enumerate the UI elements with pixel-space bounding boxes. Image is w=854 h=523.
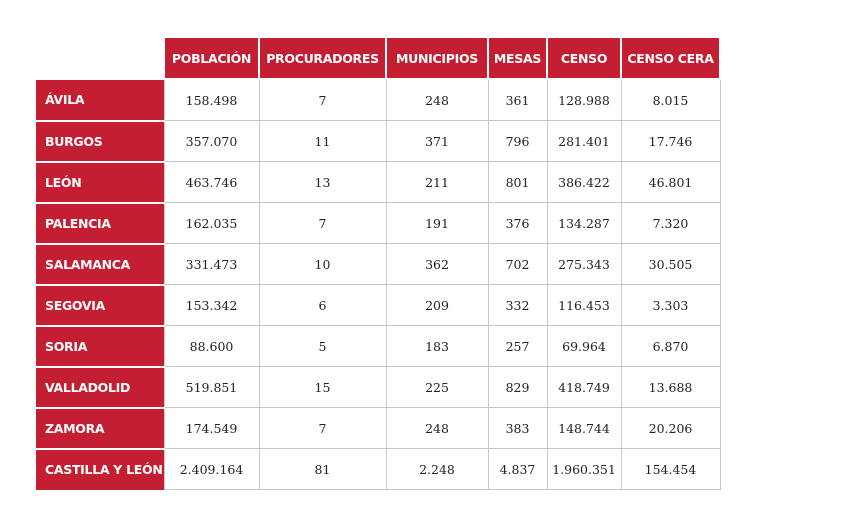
table-cell: 183 xyxy=(385,325,489,367)
table-cell: 275.343 xyxy=(546,243,622,285)
table-cell: 7 xyxy=(258,78,387,121)
table-cell: 162.035 xyxy=(163,202,260,244)
row-header: SEGOVIA xyxy=(36,283,164,326)
table-cell: 46.801 xyxy=(620,161,721,203)
table-row: LEÓN 463.746 13 211 801 386.422 46.801 xyxy=(36,160,721,203)
table-cell: 153.342 xyxy=(163,284,260,326)
table-cell: 257 xyxy=(487,325,548,367)
column-header-mesas: MESAS xyxy=(487,38,548,80)
table-cell: 7 xyxy=(258,407,387,449)
table-cell: 158.498 xyxy=(163,78,260,121)
table-cell: 248 xyxy=(385,78,489,121)
table-cell: 5 xyxy=(258,325,387,367)
table-cell: 376 xyxy=(487,202,548,244)
table-row: SALAMANCA 331.473 10 362 702 275.343 30.505 xyxy=(36,242,721,285)
table-cell: 332 xyxy=(487,284,548,326)
table-cell: 519.851 xyxy=(163,366,260,408)
electoral-data-table: POBLACIÓN PROCURADORES MUNICIPIOS MESAS … xyxy=(36,38,721,490)
table-cell: 15 xyxy=(258,366,387,408)
table-row: SEGOVIA 153.342 6 209 332 116.453 3.303 xyxy=(36,283,721,326)
table-row: ZAMORA 174.549 7 248 383 148.744 20.206 xyxy=(36,406,721,449)
table-cell: 801 xyxy=(487,161,548,203)
table-cell: 13.688 xyxy=(620,366,721,408)
table-cell: 13 xyxy=(258,161,387,203)
table-cell: 362 xyxy=(385,243,489,285)
row-header: PALENCIA xyxy=(36,201,164,244)
table-cell: 209 xyxy=(385,284,489,326)
table-cell: 371 xyxy=(385,120,489,162)
table-cell: 225 xyxy=(385,366,489,408)
table-cell: 154.454 xyxy=(620,448,721,490)
table-cell: 1.960.351 xyxy=(546,448,622,490)
table-body: ÁVILA 158.498 7 248 361 128.988 8.015 BURGOS 357… xyxy=(36,78,721,490)
row-header: CASTILLA Y LEÓN xyxy=(36,447,164,490)
table-cell: 281.401 xyxy=(546,120,622,162)
table-cell: 829 xyxy=(487,366,548,408)
row-header: LEÓN xyxy=(36,160,164,203)
results-table-wrapper: POBLACIÓN PROCURADORES MUNICIPIOS MESAS … xyxy=(36,38,721,490)
table-cell: 81 xyxy=(258,448,387,490)
table-cell: 3.303 xyxy=(620,284,721,326)
table-cell: 248 xyxy=(385,407,489,449)
table-cell: 148.744 xyxy=(546,407,622,449)
table-cell: 7 xyxy=(258,202,387,244)
table-cell: 88.600 xyxy=(163,325,260,367)
table-cell: 174.549 xyxy=(163,407,260,449)
table-cell: 116.453 xyxy=(546,284,622,326)
table-row: BURGOS 357.070 11 371 796 281.401 17.746 xyxy=(36,119,721,162)
row-header: BURGOS xyxy=(36,119,164,162)
row-header: ÁVILA xyxy=(36,78,164,121)
column-header-procuradores: PROCURADORES xyxy=(258,38,387,80)
table-cell: 7.320 xyxy=(620,202,721,244)
row-header: SORIA xyxy=(36,324,164,367)
table-cell: 463.746 xyxy=(163,161,260,203)
table-cell: 383 xyxy=(487,407,548,449)
table-row: SORIA 88.600 5 183 257 69.964 6.870 xyxy=(36,324,721,367)
header-row: POBLACIÓN PROCURADORES MUNICIPIOS MESAS … xyxy=(36,38,721,80)
corner-cell xyxy=(36,38,164,79)
table-row: CASTILLA Y LEÓN 2.409.164 81 2.248 4.837 1.96… xyxy=(36,447,721,490)
table-cell: 2.409.164 xyxy=(163,448,260,490)
row-header: SALAMANCA xyxy=(36,242,164,285)
table-cell: 17.746 xyxy=(620,120,721,162)
table-cell: 331.473 xyxy=(163,243,260,285)
row-header: ZAMORA xyxy=(36,406,164,449)
column-header-poblacion: POBLACIÓN xyxy=(163,38,260,80)
table-cell: 386.422 xyxy=(546,161,622,203)
table-cell: 128.988 xyxy=(546,78,622,121)
table-cell: 10 xyxy=(258,243,387,285)
table-cell: 6.870 xyxy=(620,325,721,367)
table-cell: 4.837 xyxy=(487,448,548,490)
table-cell: 69.964 xyxy=(546,325,622,367)
column-header-censo-cera: CENSO CERA xyxy=(620,38,721,80)
table-cell: 8.015 xyxy=(620,78,721,121)
row-header: VALLADOLID xyxy=(36,365,164,408)
table-row: PALENCIA 162.035 7 191 376 134.287 7.320 xyxy=(36,201,721,244)
table-row: ÁVILA 158.498 7 248 361 128.988 8.015 xyxy=(36,78,721,121)
table-cell: 134.287 xyxy=(546,202,622,244)
table-cell: 796 xyxy=(487,120,548,162)
table-cell: 30.505 xyxy=(620,243,721,285)
table-cell: 11 xyxy=(258,120,387,162)
table-cell: 702 xyxy=(487,243,548,285)
table-cell: 357.070 xyxy=(163,120,260,162)
column-header-censo: CENSO xyxy=(546,38,622,80)
column-header-municipios: MUNICIPIOS xyxy=(385,38,489,80)
table-cell: 191 xyxy=(385,202,489,244)
table-cell: 6 xyxy=(258,284,387,326)
table-cell: 20.206 xyxy=(620,407,721,449)
table-cell: 211 xyxy=(385,161,489,203)
table-row: VALLADOLID 519.851 15 225 829 418.749 13.688 xyxy=(36,365,721,408)
table-cell: 361 xyxy=(487,78,548,121)
table-cell: 2.248 xyxy=(385,448,489,490)
table-cell: 418.749 xyxy=(546,366,622,408)
